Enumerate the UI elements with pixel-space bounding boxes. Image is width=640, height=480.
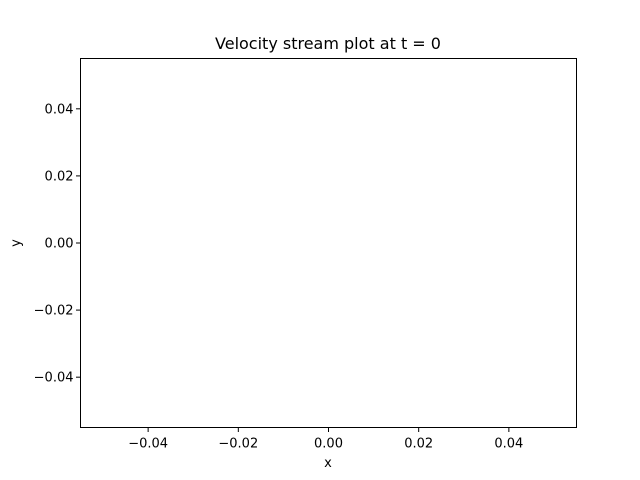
plot-area [80, 58, 577, 428]
x-tick-label: 0.00 [314, 437, 343, 452]
x-tick-label: −0.04 [128, 437, 168, 452]
x-axis: −0.04 −0.02 0.00 0.02 0.04 [128, 427, 523, 452]
x-tick-label: 0.04 [494, 437, 523, 452]
y-axis: −0.04 −0.02 0.00 0.02 0.04 [34, 102, 81, 386]
y-tick-label: −0.02 [34, 304, 74, 319]
y-axis-label: y [9, 239, 24, 247]
x-tick-label: 0.02 [404, 437, 433, 452]
y-tick-label: 0.02 [45, 169, 74, 184]
y-tick-label: −0.04 [34, 371, 74, 386]
x-axis-label: x [324, 456, 332, 471]
y-tick-label: 0.04 [45, 102, 74, 117]
chart-title: Velocity stream plot at t = 0 [215, 34, 441, 53]
x-tick-label: −0.02 [218, 437, 258, 452]
y-tick-label: 0.00 [45, 237, 74, 252]
